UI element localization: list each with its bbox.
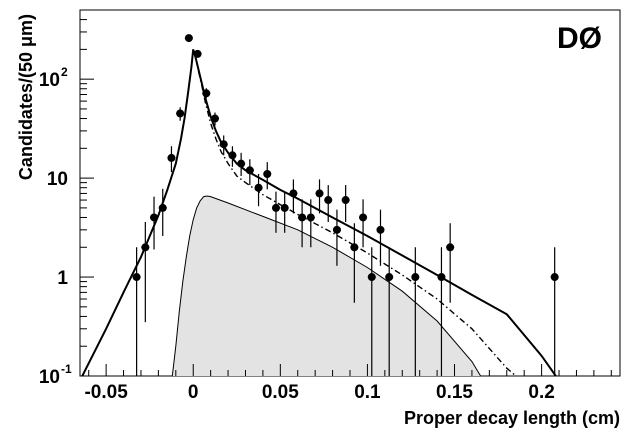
y-tick-exponent: -1 bbox=[61, 362, 72, 376]
y-tick-label: 10 bbox=[39, 70, 60, 91]
background-curve bbox=[197, 71, 518, 376]
y-axis-title: Candidates/(50 μm) bbox=[16, 14, 36, 180]
data-point bbox=[350, 243, 359, 252]
data-point bbox=[324, 196, 333, 205]
x-tick-label: 0 bbox=[188, 382, 199, 403]
data-point bbox=[367, 273, 376, 282]
data-point bbox=[184, 34, 193, 43]
experiment-label: DØ bbox=[557, 22, 602, 55]
data-point bbox=[271, 203, 280, 212]
data-point bbox=[211, 114, 219, 123]
x-tick-label: 0.05 bbox=[262, 382, 299, 403]
data-point bbox=[167, 153, 176, 162]
fit-curves bbox=[81, 49, 558, 376]
x-tick-label: 0.15 bbox=[436, 382, 473, 403]
y-tick-exponent: 2 bbox=[61, 65, 68, 79]
x-axis-title: Proper decay length (cm) bbox=[404, 408, 620, 428]
data-point bbox=[550, 273, 559, 282]
data-points bbox=[132, 34, 559, 376]
data-point bbox=[280, 203, 289, 212]
data-point bbox=[202, 89, 211, 98]
data-point bbox=[132, 273, 141, 282]
data-point bbox=[219, 140, 228, 149]
data-point bbox=[141, 243, 150, 252]
data-point bbox=[306, 213, 315, 222]
signal-curve bbox=[171, 195, 482, 376]
signal-fill-area bbox=[172, 196, 481, 376]
data-point bbox=[446, 243, 455, 252]
data-point bbox=[193, 49, 202, 58]
y-tick-label: 10 bbox=[47, 169, 68, 190]
data-point bbox=[385, 273, 394, 282]
data-point bbox=[289, 189, 298, 198]
x-tick-label: -0.05 bbox=[84, 382, 128, 403]
data-point bbox=[315, 189, 324, 198]
y-tick-label: 10 bbox=[39, 367, 60, 388]
data-point bbox=[298, 213, 307, 222]
data-point bbox=[228, 151, 237, 160]
x-tick-label: 0.2 bbox=[528, 382, 554, 403]
data-point bbox=[332, 225, 341, 234]
total-fit-curve bbox=[81, 49, 558, 376]
x-tick-label: 0.1 bbox=[354, 382, 381, 403]
x-axis-ticks: -0.05 0 0.05 0.1 0.15 0.2 bbox=[84, 364, 612, 403]
data-point bbox=[341, 196, 350, 205]
data-point bbox=[254, 183, 263, 192]
y-tick-label: 1 bbox=[57, 268, 68, 289]
data-point bbox=[359, 213, 368, 222]
data-point bbox=[150, 213, 159, 222]
data-point bbox=[158, 203, 167, 212]
data-point bbox=[237, 159, 246, 168]
data-point bbox=[411, 273, 420, 282]
data-point bbox=[245, 166, 254, 175]
data-point bbox=[437, 273, 446, 282]
data-point bbox=[176, 109, 185, 118]
data-point bbox=[376, 225, 385, 234]
data-point bbox=[263, 170, 272, 179]
